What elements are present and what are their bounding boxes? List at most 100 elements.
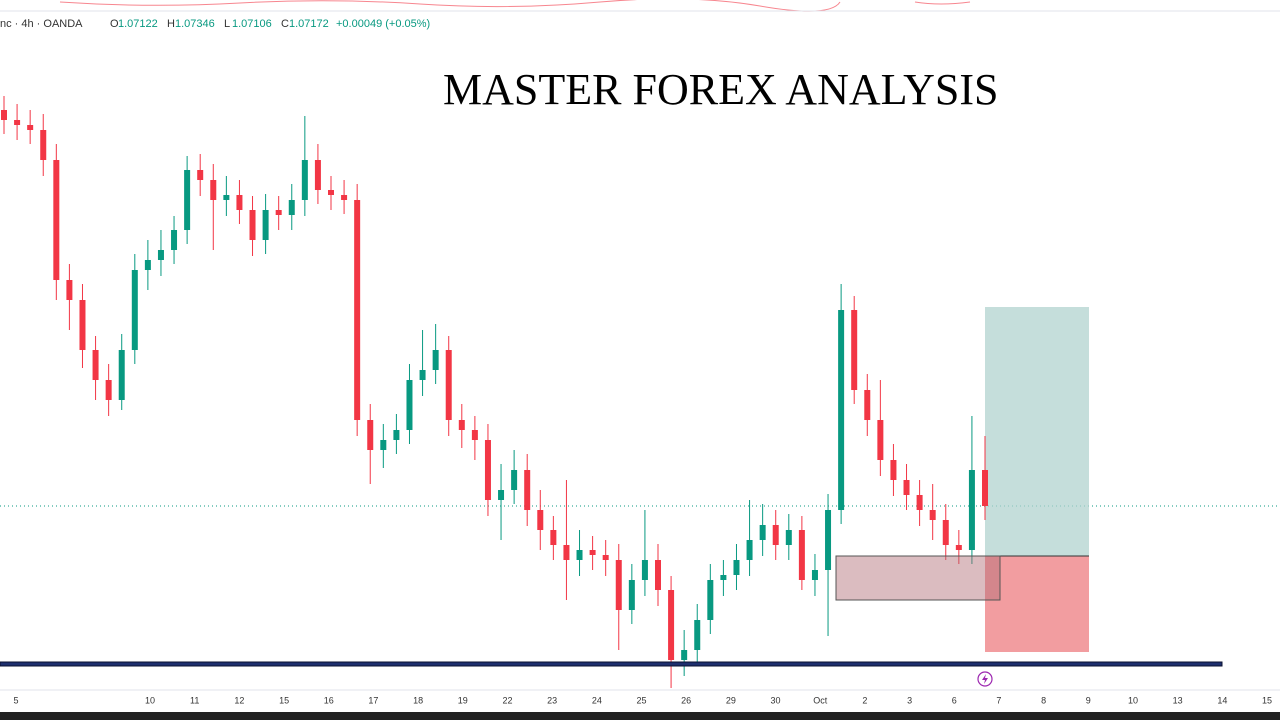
candle-body [1,110,7,120]
candle-body [550,530,557,545]
event-icon-bolt [982,674,988,684]
ohlc-value: 1.07346 [175,18,215,30]
candle-body [720,575,727,580]
ohlc-key: L [224,18,230,30]
candle-body [511,470,518,490]
x-tick-label: 25 [636,695,646,705]
candle-body [354,200,361,420]
candle-body [602,555,609,560]
candle-body [641,560,648,580]
candle-body [498,490,505,500]
ohlc-key: H [167,18,175,30]
x-tick-label: 7 [996,695,1001,705]
candle-body [877,420,884,460]
candle-body [589,550,596,555]
candle-body [301,160,308,200]
order-block [835,555,1001,601]
candle-body [864,390,871,420]
candle-body [563,545,570,560]
x-tick-label: 24 [592,695,602,705]
support-line [0,661,1223,667]
candle-body [851,310,858,390]
candle-body [537,510,544,530]
candle-body [628,580,635,610]
x-tick-label: 23 [547,695,557,705]
candle-body [772,525,779,545]
symbol-info: nc · 4h · OANDA [0,18,83,30]
x-tick-label: 6 [952,695,957,705]
candle-body [328,190,334,195]
candle-body [929,510,936,520]
candle-body [759,525,766,540]
candle-body [942,520,949,545]
candle-body [105,380,112,400]
candle-body [406,380,413,430]
candle-body [524,470,531,510]
candle-body [367,420,374,450]
time-axis: 5 10 11 12 15 16 17 18 19 22 23 24 25 26 29 30 Oct 2 3 6 7 8 9… [13,695,1272,705]
candle-body [484,440,491,500]
candle-body [838,310,845,510]
candle-body [157,250,164,260]
candle-body [811,570,818,580]
candle-body [184,170,191,230]
x-tick-label: 29 [726,695,736,705]
candle-body [471,430,478,440]
candle-body [223,195,230,200]
candle-body [890,460,897,480]
candle-body [210,180,217,200]
x-tick-label: 3 [907,695,912,705]
candle-body [733,560,740,575]
candle-body [144,260,151,270]
candle-body [982,470,988,506]
x-tick-label: 11 [190,695,199,705]
x-tick-label: 16 [324,695,334,705]
candle-body [118,350,125,400]
ohlc-key: O [110,18,119,30]
candle-body [380,440,387,450]
candle-body [14,120,21,125]
x-tick-label: 19 [458,695,468,705]
candles [1,96,988,688]
candle-body [262,210,269,240]
candle-body [341,195,348,200]
candle-body [249,210,256,240]
ohlc-value: 1.07106 [232,18,272,30]
x-tick-label: 26 [681,695,691,705]
candle-body [785,530,792,545]
ohlc-value: 1.07172 [289,18,329,30]
x-tick-label: 17 [368,695,378,705]
x-tick-label: 22 [502,695,512,705]
x-tick-label: 14 [1217,695,1227,705]
top-indicator [59,0,971,12]
candle-body [615,560,622,610]
ohlc-value: 1.07122 [118,18,158,30]
candle-body [393,430,400,440]
candle-body [655,560,661,590]
candle-body [40,130,47,160]
x-tick-label: 8 [1041,695,1046,705]
bottom-bar [0,712,1280,720]
x-tick-label: 12 [234,695,244,705]
candle-body [458,420,465,430]
candle-body [288,200,295,215]
candle-body [746,540,753,560]
candle-body [92,350,99,380]
x-tick-label: 5 [13,695,18,705]
candle-body [968,470,975,550]
candle-body [66,280,73,300]
x-tick-label: 2 [862,695,867,705]
candle-body [903,480,910,495]
x-tick-label: 10 [145,695,155,705]
candle-body [825,510,832,570]
ohlc-legend: O 1.07122 H 1.07346 L 1.07106 C 1.07172 +0.00049… [110,18,430,30]
candle-body [79,300,86,350]
candle-body [419,370,426,380]
stop-zone [985,556,1089,652]
x-tick-label: 9 [1086,695,1091,705]
chart-title: MASTER FOREX ANALYSIS [443,65,998,114]
candle-body [668,590,675,660]
candle-body [955,545,962,550]
candle-body [432,350,439,370]
